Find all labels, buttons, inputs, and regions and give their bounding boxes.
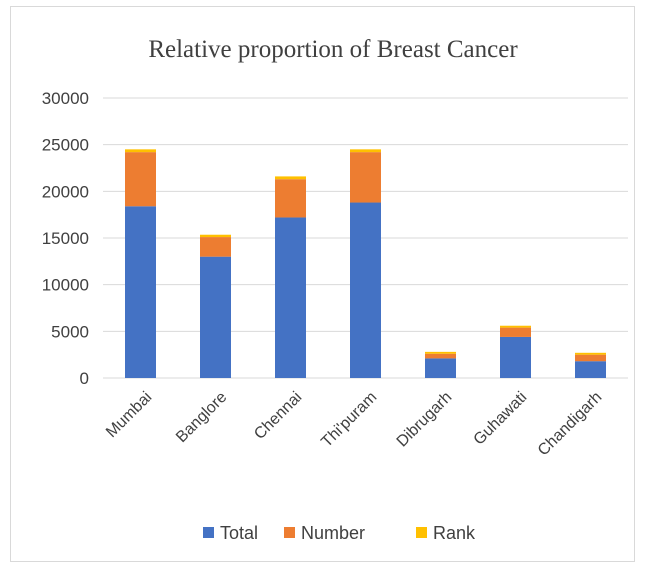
bar-total-guhawati <box>500 336 531 378</box>
bar-number-mumbai <box>125 152 156 207</box>
x-category-label: Mumbai <box>103 389 155 441</box>
bar-total-thipuram <box>350 202 381 378</box>
x-category-label: Dibrugarh <box>394 389 456 451</box>
y-tick-label: 30000 <box>42 89 89 108</box>
legend-swatch-number <box>284 527 295 538</box>
bar-number-banglore <box>200 237 231 257</box>
y-tick-label: 20000 <box>42 182 89 201</box>
x-category-label: Chandigarh <box>535 389 606 460</box>
legend-label-rank: Rank <box>433 523 476 543</box>
bar-chart: Relative proportion of Breast Cancer 0 50… <box>42 36 628 543</box>
legend-label-number: Number <box>301 523 365 543</box>
bar-total-dibrugarh <box>425 358 456 378</box>
x-axis-categories: Mumbai Banglore Chennai Thi'puram Dibrugarh G… <box>103 389 605 460</box>
bar-number-thipuram <box>350 152 381 203</box>
bar-rank-chandigarh <box>575 352 606 355</box>
bars <box>125 149 606 378</box>
bar-rank-banglore <box>200 234 231 238</box>
bar-rank-dibrugarh <box>425 351 456 354</box>
chart-frame: Relative proportion of Breast Cancer 0 50… <box>10 6 635 562</box>
y-tick-label: 0 <box>80 369 89 388</box>
y-tick-label: 15000 <box>42 229 89 248</box>
y-tick-label: 25000 <box>42 136 89 155</box>
bar-number-dibrugarh <box>425 353 456 359</box>
legend-swatch-total <box>203 527 214 538</box>
chart-title: Relative proportion of Breast Cancer <box>148 36 518 63</box>
bar-rank-thipuram <box>350 149 381 153</box>
legend-label-total: Total <box>220 523 258 543</box>
bar-total-banglore <box>200 256 231 378</box>
bar-total-chandigarh <box>575 361 606 378</box>
x-category-label: Chennai <box>251 389 305 443</box>
bar-rank-guhawati <box>500 325 531 328</box>
bar-total-chennai <box>275 217 306 378</box>
legend: Total Number Rank <box>203 523 476 543</box>
bar-number-guhawati <box>500 327 531 337</box>
bar-rank-mumbai <box>125 149 156 153</box>
bar-number-chennai <box>275 179 306 218</box>
x-category-label: Banglore <box>173 389 230 446</box>
bar-total-mumbai <box>125 206 156 378</box>
bar-rank-chennai <box>275 176 306 180</box>
y-axis-ticks: 0 5000 10000 15000 20000 25000 30000 <box>42 89 89 388</box>
bar-number-chandigarh <box>575 354 606 362</box>
y-tick-label: 10000 <box>42 276 89 295</box>
x-category-label: Guhawati <box>471 389 531 449</box>
y-tick-label: 5000 <box>51 322 89 341</box>
legend-swatch-rank <box>416 527 427 538</box>
x-category-label: Thi'puram <box>318 389 380 451</box>
